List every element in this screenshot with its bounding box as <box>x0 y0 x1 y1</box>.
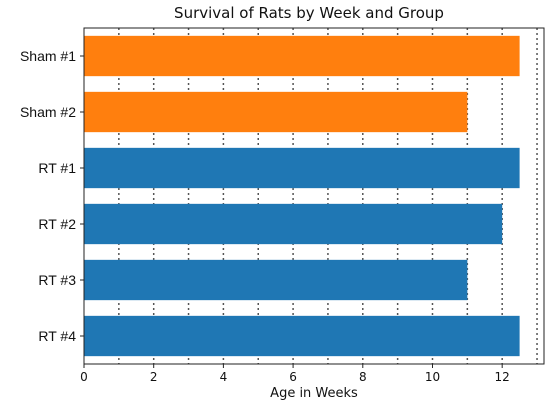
x-tick-label: 10 <box>425 370 440 384</box>
y-tick-label: RT #2 <box>38 216 76 232</box>
x-tick-label: 2 <box>150 370 158 384</box>
x-tick-label: 4 <box>220 370 228 384</box>
plot-frame <box>83 27 545 365</box>
y-tick-label: Sham #1 <box>20 48 76 64</box>
y-tick-label: RT #1 <box>38 160 76 176</box>
x-axis-ticks: 0 2 4 6 8 10 12 <box>80 364 510 384</box>
x-tick-label: 6 <box>289 370 297 384</box>
bar-rt-4 <box>84 315 520 357</box>
bars-group <box>84 35 520 357</box>
bar-rt-1 <box>84 147 520 189</box>
y-tick-label: RT #4 <box>38 328 76 344</box>
bar-rt-3 <box>84 259 468 301</box>
x-tick-label: 8 <box>359 370 367 384</box>
bar-sham-2 <box>84 91 468 133</box>
y-axis-ticks: Sham #1 Sham #2 RT #1 RT #2 RT #3 RT #4 <box>20 48 84 344</box>
x-tick-label: 0 <box>80 370 88 384</box>
bar-sham-1 <box>84 35 520 77</box>
x-tick-label: 12 <box>495 370 510 384</box>
y-tick-label: RT #3 <box>38 272 76 288</box>
grid-lines <box>118 28 538 364</box>
y-tick-label: Sham #2 <box>20 104 76 120</box>
bar-rt-2 <box>84 203 503 245</box>
chart-title: Survival of Rats by Week and Group <box>174 4 444 22</box>
x-axis-label: Age in Weeks <box>270 386 358 401</box>
